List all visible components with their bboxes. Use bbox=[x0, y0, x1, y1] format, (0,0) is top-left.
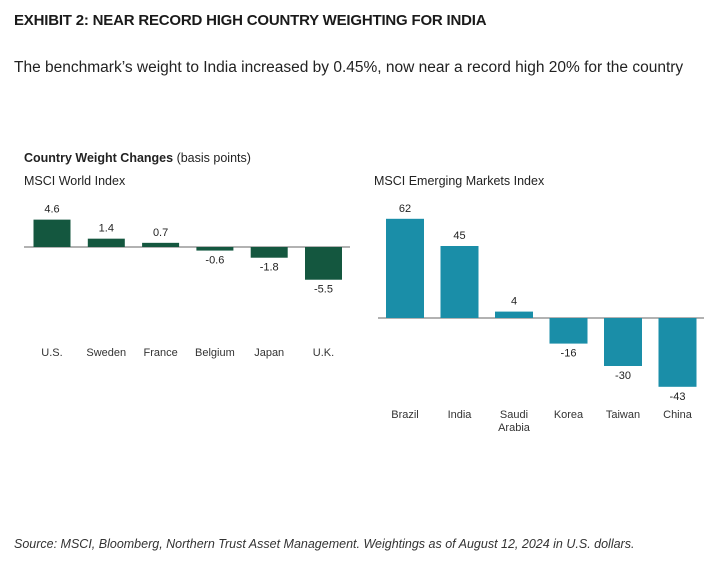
world-category-label: France bbox=[143, 347, 177, 359]
world-bar-belgium bbox=[196, 247, 234, 251]
world-category-label: Belgium bbox=[195, 347, 235, 359]
source-note: Source: MSCI, Bloomberg, Northern Trust … bbox=[14, 537, 635, 551]
world-bar-japan bbox=[250, 247, 288, 258]
world-category-label: Sweden bbox=[86, 347, 126, 359]
world-bar-france bbox=[142, 242, 180, 247]
chart-heading: Country Weight Changes (basis points) bbox=[24, 151, 251, 165]
world-value-label: 1.4 bbox=[99, 223, 114, 235]
world-value-label: -1.8 bbox=[260, 262, 279, 274]
world-chart-title: MSCI World Index bbox=[24, 174, 126, 188]
em-category-label: China bbox=[663, 409, 693, 421]
em-value-label: -43 bbox=[670, 391, 686, 403]
world-value-label: 0.7 bbox=[153, 227, 168, 239]
em-value-label: 45 bbox=[453, 230, 465, 242]
em-bar-taiwan bbox=[604, 318, 642, 366]
world-category-label: U.K. bbox=[313, 347, 334, 359]
em-chart-title: MSCI Emerging Markets Index bbox=[374, 174, 545, 188]
exhibit-title: EXHIBIT 2: NEAR RECORD HIGH COUNTRY WEIG… bbox=[14, 12, 487, 29]
world-bar-u-k- bbox=[305, 247, 342, 280]
chart-heading-bold: Country Weight Changes bbox=[24, 151, 174, 165]
em-value-label: -16 bbox=[561, 348, 577, 360]
world-category-label: Japan bbox=[254, 347, 284, 359]
em-category-label: Korea bbox=[554, 409, 584, 421]
em-bar-saudi-arabia bbox=[495, 311, 533, 318]
em-bar-korea bbox=[549, 318, 588, 344]
em-bar-brazil bbox=[386, 218, 424, 318]
em-value-label: -30 bbox=[615, 370, 631, 382]
em-bar-india bbox=[440, 246, 479, 318]
em-value-label: 62 bbox=[399, 203, 411, 215]
em-category-label: India bbox=[448, 409, 473, 421]
em-category-label: Taiwan bbox=[606, 409, 640, 421]
world-value-label: 4.6 bbox=[44, 204, 59, 216]
intro-text: The benchmark’s weight to India increase… bbox=[14, 59, 684, 76]
world-bar-u-s- bbox=[33, 219, 71, 247]
chart-heading-unit: (basis points) bbox=[173, 151, 251, 165]
em-bar-china bbox=[658, 318, 697, 387]
world-category-label: U.S. bbox=[41, 347, 62, 359]
world-value-label: -0.6 bbox=[205, 255, 224, 267]
em-category-label: Brazil bbox=[391, 409, 419, 421]
em-value-label: 4 bbox=[511, 296, 517, 308]
world-value-label: -5.5 bbox=[314, 284, 333, 296]
em-category-label: Saudi Arabia bbox=[498, 409, 531, 434]
world-bar-sweden bbox=[87, 238, 125, 247]
